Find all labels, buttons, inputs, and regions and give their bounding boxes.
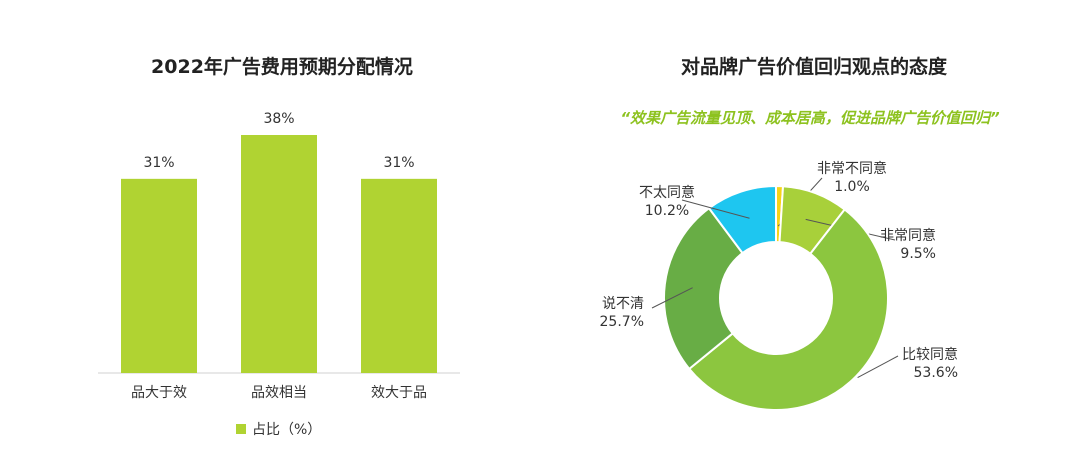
x-tick-label: 品大于效 [131, 385, 187, 401]
bar-data-label: 31% [383, 155, 414, 171]
slice-value-label: 9.5% [900, 246, 936, 262]
leader-line [681, 199, 750, 219]
bar-data-label: 31% [143, 155, 174, 171]
slice-value-label: 25.7% [600, 314, 644, 330]
bar-1 [121, 178, 197, 373]
slice-label: 非常同意 [880, 227, 936, 244]
slice-value-label: 10.2% [645, 203, 689, 219]
leader-line [857, 355, 899, 379]
x-tick-label: 效大于品 [371, 385, 427, 401]
donut-slice-5 [707, 184, 777, 255]
donut-chart-panel: 对品牌广告价值回归观点的态度 “效果广告流量见顶、成本居高，促进品牌广告价值回归… [540, 0, 1080, 474]
slice-label: 不太同意 [639, 184, 695, 201]
leader-line [651, 287, 693, 309]
bar-2 [241, 135, 317, 373]
x-tick-label: 品效相当 [251, 385, 307, 401]
slice-label: 说不清 [602, 296, 644, 312]
bar-data-label: 38% [263, 111, 294, 127]
bar-chart-legend: 占比（%） [236, 419, 321, 439]
slice-label: 非常不同意 [817, 160, 887, 177]
bar-3 [361, 178, 437, 373]
donut-chart-title: 对品牌广告价值回归观点的态度 [680, 56, 947, 78]
bar-chart-title: 2022年广告费用预期分配情况 [151, 56, 413, 78]
slice-label: 比较同意 [902, 346, 958, 363]
donut-slice-3 [687, 208, 889, 411]
donut-slice-4 [663, 206, 744, 371]
donut-chart: 非常不同意 1.0% 非常同意 9.5% 比较同意 53.6% 说不清 25.7% 不太同意 10… [600, 160, 958, 411]
bar-chart-panel: 2022年广告费用预期分配情况 31% 品大于效 38% 品效相当 31% 效大于品 占比… [98, 56, 460, 439]
bar-chart: 31% 品大于效 38% 品效相当 31% 效大于品 [98, 111, 460, 401]
donut-chart-subtitle: “效果广告流量见顶、成本居高，促进品牌广告价值回归” [620, 109, 1000, 127]
legend-swatch [236, 424, 246, 434]
legend-label: 占比（%） [252, 422, 322, 438]
slice-value-label: 53.6% [914, 365, 958, 381]
slice-value-label: 1.0% [834, 179, 870, 195]
